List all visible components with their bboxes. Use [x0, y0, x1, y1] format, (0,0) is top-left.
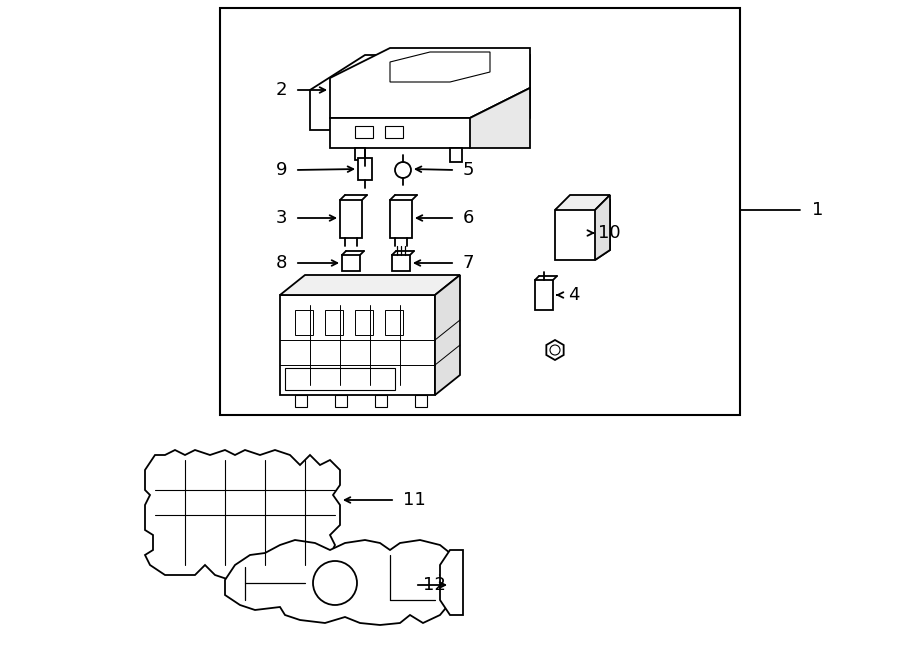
Text: 9: 9 — [275, 161, 287, 179]
Bar — [385, 126, 403, 138]
Bar — [392, 255, 410, 271]
Text: 10: 10 — [598, 224, 621, 242]
Polygon shape — [390, 52, 490, 82]
Polygon shape — [225, 540, 450, 625]
Bar — [355, 310, 373, 335]
Polygon shape — [450, 148, 462, 162]
Bar — [390, 200, 412, 238]
Bar — [535, 280, 553, 310]
Text: 5: 5 — [463, 161, 474, 179]
Text: 3: 3 — [275, 209, 287, 227]
Polygon shape — [435, 275, 460, 395]
Polygon shape — [355, 148, 365, 160]
Polygon shape — [280, 275, 460, 295]
Text: 12: 12 — [423, 576, 446, 594]
Bar — [358, 158, 372, 180]
Polygon shape — [415, 395, 427, 407]
Polygon shape — [595, 195, 610, 260]
Polygon shape — [470, 88, 530, 148]
Polygon shape — [555, 200, 610, 260]
Polygon shape — [330, 88, 530, 148]
Text: 11: 11 — [403, 491, 426, 509]
Bar — [220, 8, 740, 415]
Bar — [285, 368, 395, 390]
Text: 8: 8 — [275, 254, 287, 272]
Bar — [340, 200, 362, 238]
Bar — [325, 310, 343, 335]
Polygon shape — [440, 550, 463, 615]
Polygon shape — [145, 450, 340, 580]
Polygon shape — [295, 395, 307, 407]
Bar — [295, 310, 313, 335]
Polygon shape — [330, 48, 530, 118]
Text: 1: 1 — [812, 201, 824, 219]
Bar — [342, 255, 360, 271]
Text: 6: 6 — [463, 209, 474, 227]
Polygon shape — [310, 55, 530, 130]
Bar — [385, 310, 403, 335]
Text: 2: 2 — [275, 81, 287, 99]
Bar — [355, 126, 373, 138]
Polygon shape — [546, 340, 563, 360]
Polygon shape — [555, 195, 610, 210]
Text: 4: 4 — [568, 286, 580, 304]
Polygon shape — [335, 395, 347, 407]
Polygon shape — [280, 295, 435, 395]
Text: 7: 7 — [463, 254, 474, 272]
Polygon shape — [375, 395, 387, 407]
